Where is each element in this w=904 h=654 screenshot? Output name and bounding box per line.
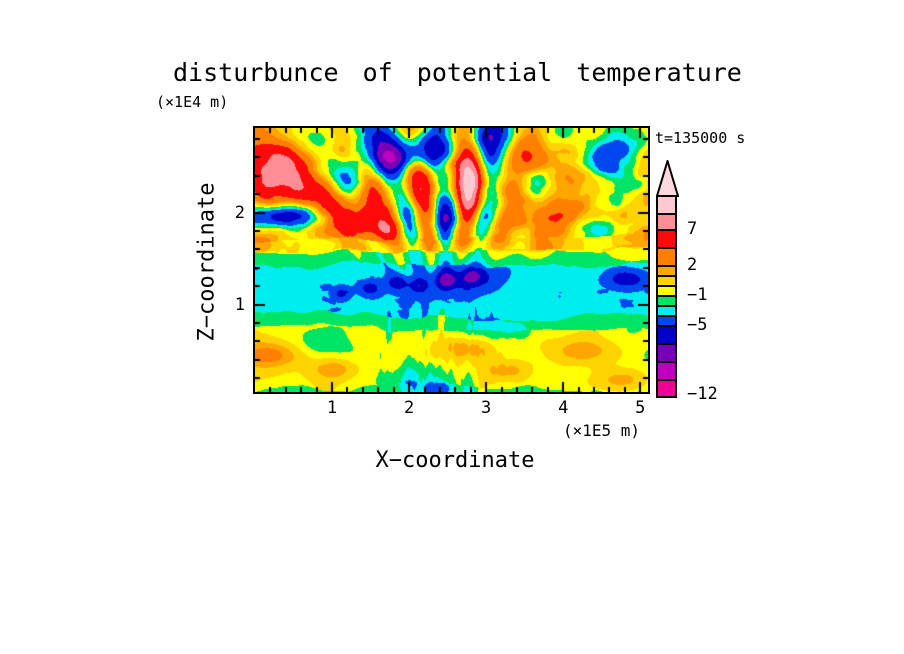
plot-area-frame [253,126,650,394]
contour-field-canvas [255,128,648,392]
x-axis-tick-label: 5 [635,398,646,418]
colorbar-tick-label: 2 [687,255,698,275]
colorbar-segment [658,363,675,381]
colorbar-overflow-arrow [656,160,679,197]
colorbar-segment [658,287,675,297]
x-axis-title: X−coordinate [375,448,535,473]
colorbar-segment [658,297,675,307]
time-stamp-label: t=135000 s [655,129,746,147]
colorbar-segment [658,231,675,249]
x-axis-unit-label: (×1E5 m) [563,421,641,440]
z-axis-tick-label: 1 [234,294,245,315]
colorbar-segment [658,317,675,327]
colorbar-tick-label: −5 [687,315,708,335]
colorbar-segment [658,307,675,317]
x-axis-tick-label: 4 [558,398,569,418]
colorbar-segment [658,345,675,363]
z-axis-unit-label: (×1E4 m) [156,93,229,111]
colorbar-segment [658,277,675,287]
colorbar-segment [658,327,675,345]
x-axis-tick-label: 2 [403,398,415,418]
colorbar-segment [658,215,675,231]
colorbar-tick-label: 7 [687,219,698,239]
colorbar [656,195,677,398]
chart-title: disturbunce of potential temperature [173,58,742,87]
colorbar-segment [658,267,675,277]
colorbar-segment [658,249,675,267]
z-axis-tick-label: 2 [234,202,245,223]
x-axis-tick-label: 3 [481,398,492,418]
colorbar-tick-label: −12 [687,384,718,404]
colorbar-tick-label: −1 [687,285,708,305]
colorbar-segment [658,197,675,215]
colorbar-segment [658,381,675,396]
x-axis-tick-label: 1 [326,398,338,418]
z-axis-title: Z−coordinate [194,182,220,342]
